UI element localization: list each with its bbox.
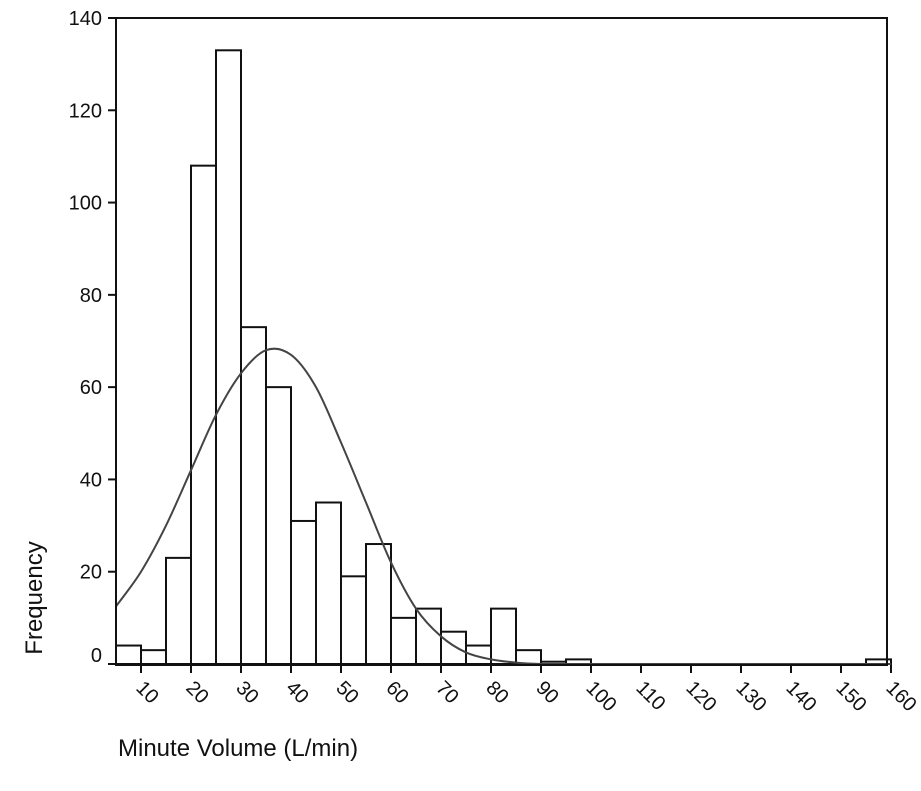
- y-tick-label: 100: [69, 193, 102, 215]
- y-axis-label: Frequency: [21, 541, 48, 654]
- x-axis-label: Minute Volume (L/min): [118, 735, 358, 762]
- y-tick-label: 120: [69, 100, 102, 122]
- y-tick-label: 80: [80, 285, 102, 307]
- y-tick-label: 40: [80, 469, 102, 491]
- x-tick-label: 40: [281, 677, 312, 708]
- x-tick-label: 130: [731, 677, 770, 716]
- x-tick-label: 30: [231, 677, 262, 708]
- histogram-bar: [165, 556, 192, 665]
- x-tick-label: 10: [131, 677, 162, 708]
- histogram-bar: [215, 49, 242, 666]
- histogram-bar: [115, 644, 142, 665]
- y-tick-label: 0: [91, 645, 102, 667]
- x-tick-label: 140: [781, 677, 820, 716]
- histogram-bar: [440, 630, 467, 666]
- plot-frame: [115, 17, 888, 666]
- histogram-bar: [140, 649, 167, 666]
- x-tick-label: 150: [831, 677, 870, 716]
- histogram-bar: [390, 616, 417, 665]
- x-tick-label: 80: [481, 677, 512, 708]
- histogram-bar: [365, 543, 392, 665]
- histogram-bar: [415, 607, 442, 666]
- y-tick-label: 60: [80, 377, 102, 399]
- histogram-bar: [190, 164, 217, 666]
- x-tick-label: 20: [181, 677, 212, 708]
- x-tick-label: 160: [881, 677, 920, 716]
- x-tick-label: 120: [681, 677, 720, 716]
- x-tick-label: 110: [631, 677, 669, 715]
- x-tick-label: 70: [431, 677, 462, 708]
- histogram-bar: [340, 575, 367, 665]
- histogram-bar: [315, 501, 342, 665]
- y-tick-label: 140: [69, 8, 102, 30]
- x-axis-ticks: 10 20 30 40 50 60 70 80 90 100 110 120 130 140 150 160: [131, 665, 921, 716]
- histogram-bar: [290, 519, 317, 666]
- x-tick-label: 100: [581, 677, 620, 716]
- x-tick-label: 50: [331, 677, 362, 708]
- normal-fit-curve: [115, 347, 891, 666]
- histogram-bars: [115, 49, 892, 666]
- histogram-bar: [490, 607, 517, 666]
- histogram-bar: [265, 386, 292, 665]
- x-tick-label: 60: [381, 677, 412, 708]
- y-axis-ticks: 0 20 40 60 80 100 120 140: [69, 8, 116, 667]
- y-tick-label: 20: [80, 562, 102, 584]
- histogram-bar: [240, 326, 267, 665]
- x-tick-label: 90: [531, 677, 562, 708]
- histogram-bar: [515, 649, 542, 666]
